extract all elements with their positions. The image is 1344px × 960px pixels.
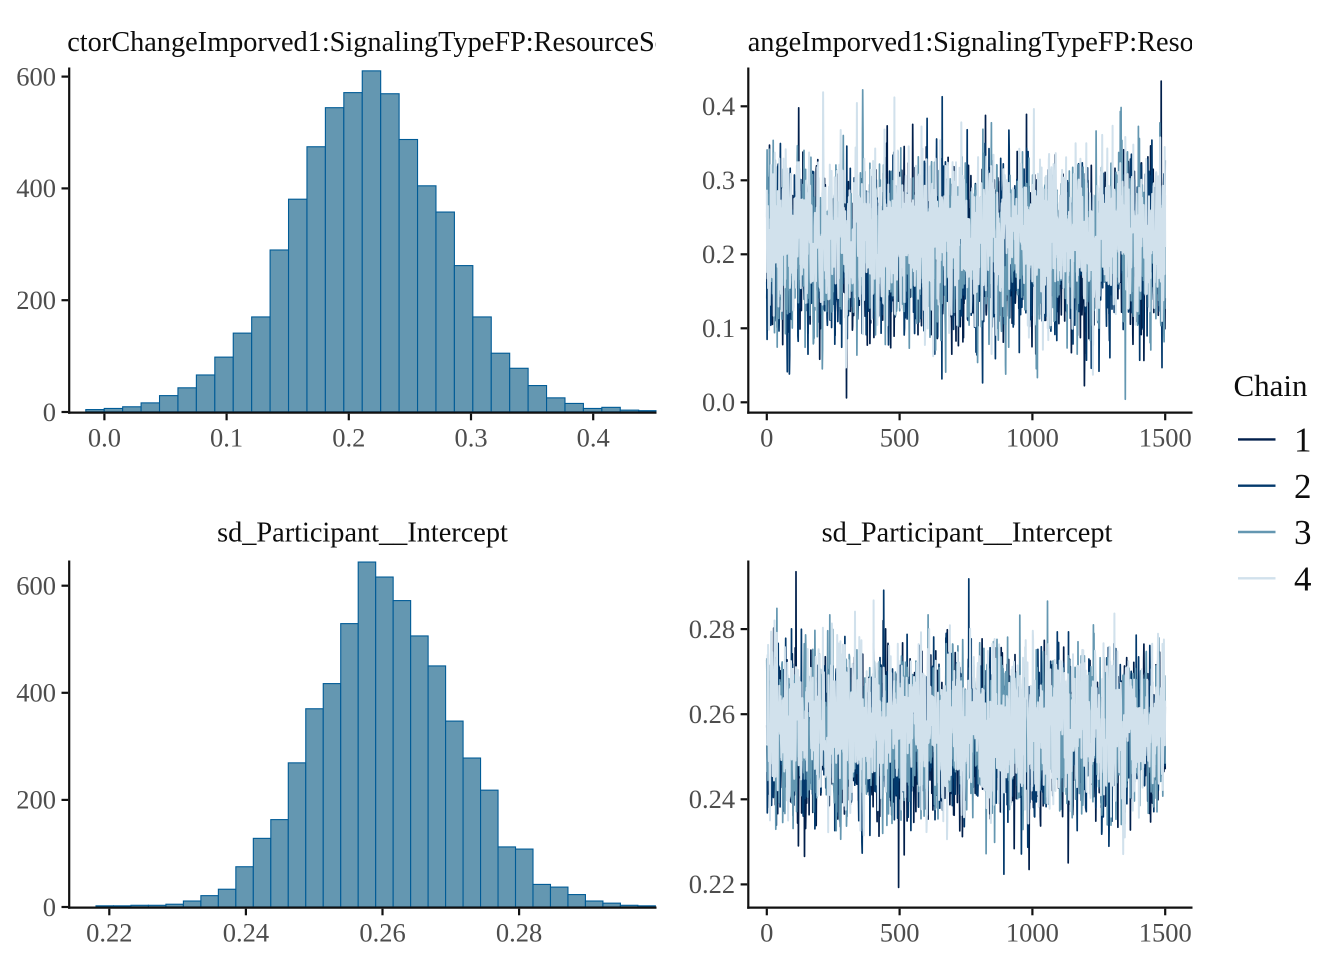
svg-text:0: 0	[760, 423, 773, 453]
svg-text:0: 0	[43, 397, 56, 427]
svg-text:4: 4	[1294, 560, 1312, 599]
svg-text:200: 200	[16, 785, 56, 815]
svg-text:400: 400	[16, 173, 56, 203]
svg-text:0.26: 0.26	[359, 918, 405, 948]
svg-text:0.28: 0.28	[689, 614, 735, 644]
svg-text:600: 600	[16, 61, 56, 91]
svg-text:400: 400	[16, 678, 56, 708]
svg-text:0.4: 0.4	[702, 91, 735, 121]
svg-text:Chain: Chain	[1234, 368, 1309, 403]
svg-text:0.28: 0.28	[496, 918, 542, 948]
svg-text:0.2: 0.2	[702, 239, 735, 269]
svg-text:0.22: 0.22	[86, 918, 132, 948]
svg-text:600: 600	[16, 571, 56, 601]
svg-text:b_FactorChangeImporved1:Signal: b_FactorChangeImporved1:SignalingTypeFP:…	[11, 27, 715, 58]
svg-text:500: 500	[880, 423, 920, 453]
svg-text:2: 2	[1294, 467, 1312, 506]
svg-text:1500: 1500	[1139, 423, 1192, 453]
svg-text:0.0: 0.0	[702, 387, 735, 417]
svg-text:3: 3	[1294, 513, 1312, 552]
svg-text:1000: 1000	[1006, 423, 1059, 453]
svg-text:0: 0	[760, 918, 773, 948]
svg-text:0.26: 0.26	[689, 699, 735, 729]
svg-text:0: 0	[43, 892, 56, 922]
svg-text:0.3: 0.3	[454, 423, 487, 453]
svg-text:0.24: 0.24	[223, 918, 269, 948]
svg-text:0.24: 0.24	[689, 784, 735, 814]
svg-text:0.1: 0.1	[702, 313, 735, 343]
svg-text:b_FactorChangeImporved1:Signal: b_FactorChangeImporved1:SignalingTypeFP:…	[614, 27, 1318, 58]
svg-text:1500: 1500	[1139, 918, 1192, 948]
svg-text:0.0: 0.0	[88, 423, 121, 453]
svg-text:sd_Participant__Intercept: sd_Participant__Intercept	[822, 518, 1113, 549]
svg-text:0.2: 0.2	[332, 423, 365, 453]
svg-text:0.4: 0.4	[577, 423, 610, 453]
svg-text:0.1: 0.1	[210, 423, 243, 453]
svg-text:0.3: 0.3	[702, 165, 735, 195]
svg-text:sd_Participant__Intercept: sd_Participant__Intercept	[217, 518, 508, 549]
svg-text:1000: 1000	[1006, 918, 1059, 948]
svg-text:200: 200	[16, 285, 56, 315]
svg-text:500: 500	[880, 918, 920, 948]
svg-text:0.22: 0.22	[689, 869, 735, 899]
svg-text:1: 1	[1294, 421, 1312, 460]
